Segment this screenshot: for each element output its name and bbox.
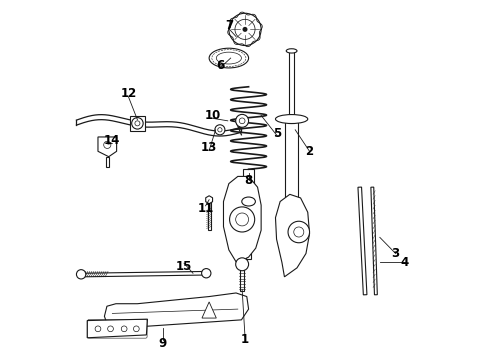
Polygon shape bbox=[275, 194, 310, 277]
Text: 7: 7 bbox=[225, 19, 233, 32]
Text: 3: 3 bbox=[392, 247, 400, 260]
Circle shape bbox=[132, 118, 143, 129]
Polygon shape bbox=[285, 119, 298, 226]
Text: 13: 13 bbox=[201, 141, 217, 154]
Circle shape bbox=[236, 213, 248, 226]
Circle shape bbox=[135, 121, 140, 126]
Circle shape bbox=[218, 128, 222, 132]
Text: 14: 14 bbox=[104, 134, 121, 147]
Circle shape bbox=[95, 326, 101, 332]
Polygon shape bbox=[243, 169, 254, 234]
Polygon shape bbox=[208, 200, 211, 230]
Circle shape bbox=[235, 19, 255, 40]
Circle shape bbox=[294, 227, 304, 237]
Circle shape bbox=[133, 326, 139, 332]
Polygon shape bbox=[104, 293, 248, 329]
Ellipse shape bbox=[275, 114, 308, 123]
Text: 4: 4 bbox=[400, 256, 409, 269]
Circle shape bbox=[108, 326, 113, 332]
Polygon shape bbox=[202, 302, 216, 318]
Circle shape bbox=[230, 207, 255, 232]
Circle shape bbox=[201, 269, 211, 278]
Text: 5: 5 bbox=[273, 127, 281, 140]
Polygon shape bbox=[82, 271, 206, 277]
Text: 1: 1 bbox=[241, 333, 249, 346]
Polygon shape bbox=[358, 187, 367, 295]
Polygon shape bbox=[240, 261, 245, 291]
Polygon shape bbox=[129, 116, 146, 131]
Circle shape bbox=[229, 13, 261, 45]
Circle shape bbox=[236, 114, 248, 127]
Text: 8: 8 bbox=[245, 174, 253, 186]
Circle shape bbox=[236, 258, 248, 271]
Text: 2: 2 bbox=[305, 145, 314, 158]
Polygon shape bbox=[87, 319, 147, 338]
Text: 12: 12 bbox=[121, 87, 137, 100]
Polygon shape bbox=[98, 137, 117, 157]
Polygon shape bbox=[289, 51, 294, 123]
Text: 10: 10 bbox=[205, 109, 221, 122]
Circle shape bbox=[104, 141, 111, 148]
Polygon shape bbox=[106, 157, 109, 167]
Text: 15: 15 bbox=[176, 260, 192, 273]
Ellipse shape bbox=[286, 49, 297, 53]
Circle shape bbox=[122, 326, 127, 332]
Circle shape bbox=[288, 221, 310, 243]
Text: 11: 11 bbox=[197, 202, 214, 215]
Polygon shape bbox=[245, 230, 251, 259]
Text: 6: 6 bbox=[216, 59, 224, 72]
Ellipse shape bbox=[216, 52, 242, 64]
Polygon shape bbox=[206, 196, 213, 204]
Ellipse shape bbox=[242, 197, 255, 206]
Ellipse shape bbox=[209, 48, 248, 68]
Circle shape bbox=[243, 27, 247, 32]
Polygon shape bbox=[371, 187, 377, 295]
Circle shape bbox=[76, 270, 86, 279]
Circle shape bbox=[215, 125, 225, 135]
Polygon shape bbox=[223, 176, 261, 262]
Circle shape bbox=[239, 118, 245, 124]
Text: 9: 9 bbox=[158, 337, 167, 350]
